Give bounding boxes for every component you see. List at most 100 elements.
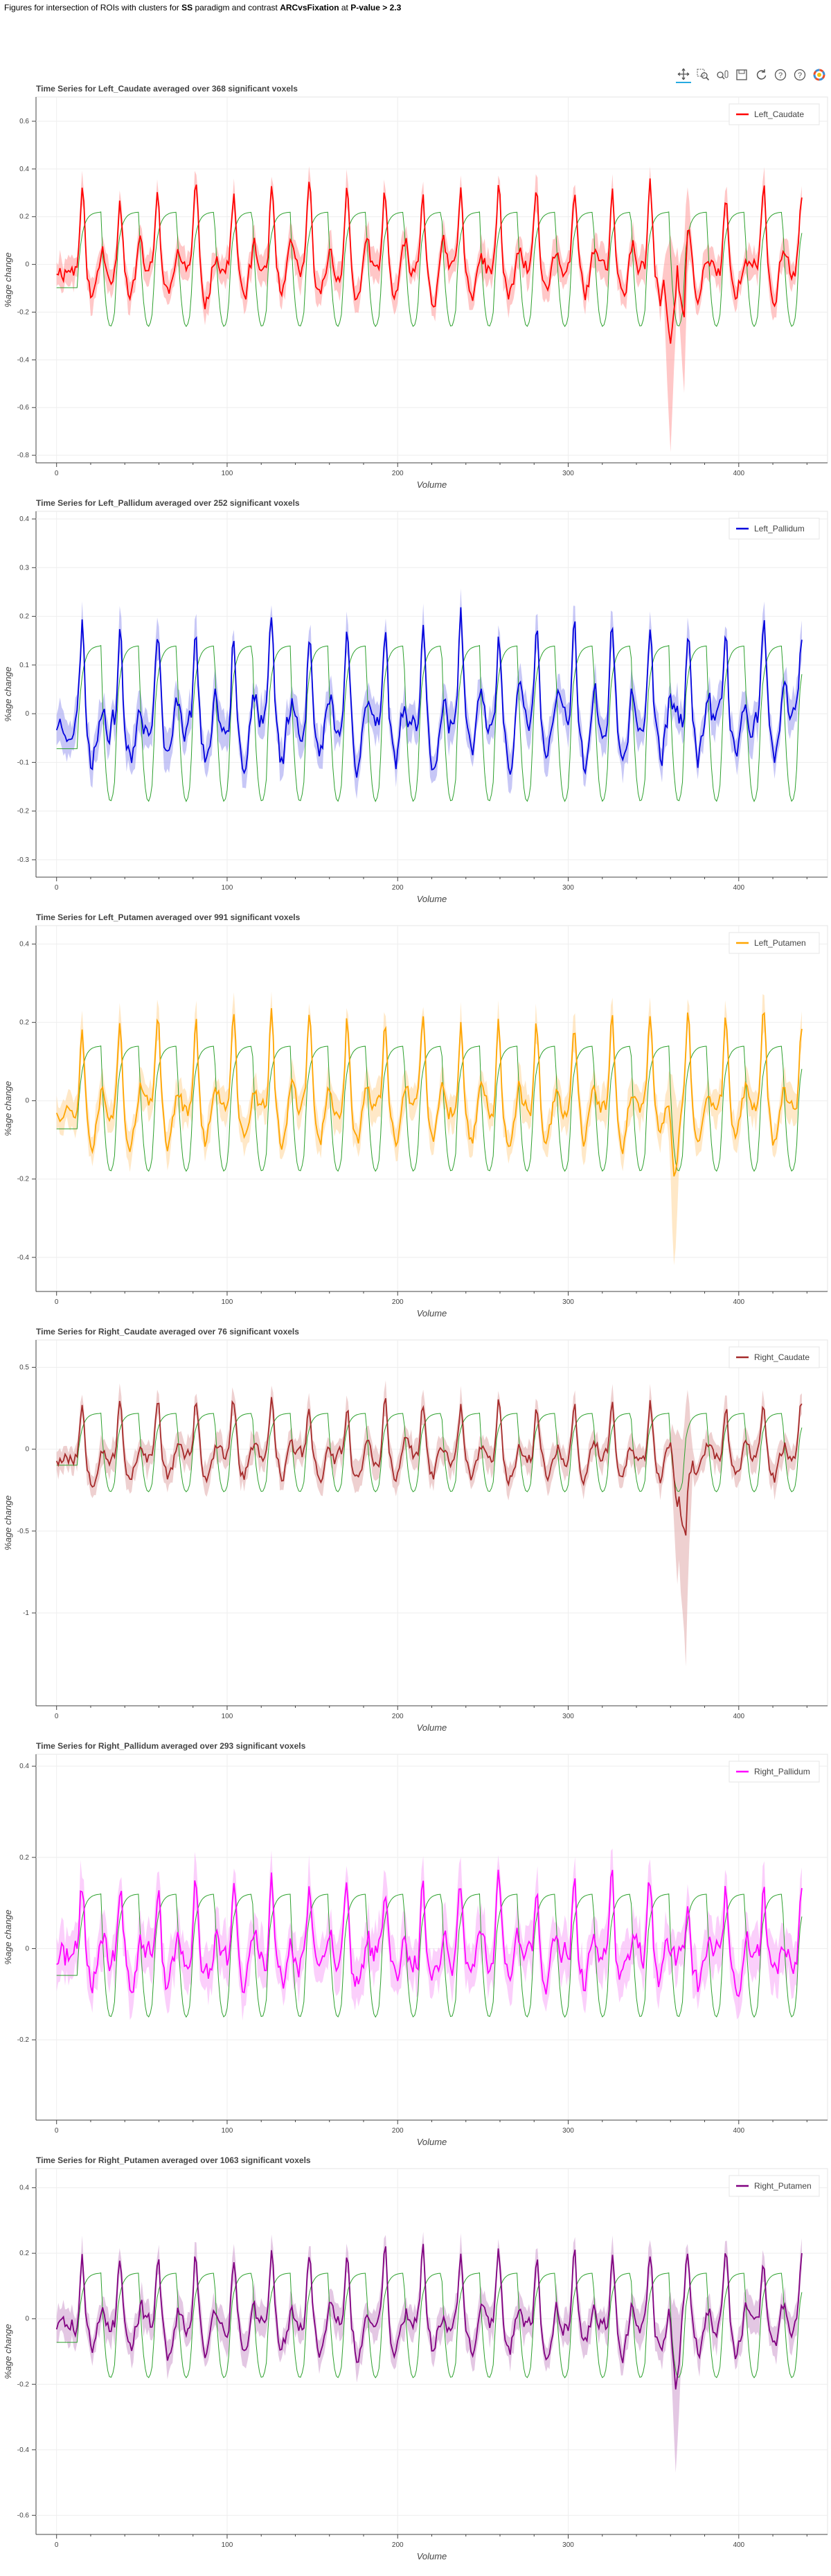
model-series-line xyxy=(56,211,803,328)
y-tick-label: 0.4 xyxy=(19,166,29,173)
x-tick-label: 200 xyxy=(392,1713,404,1720)
hover-help-tool[interactable]: ? xyxy=(792,67,807,82)
y-tick-label: -0.2 xyxy=(17,808,30,815)
help-icon: ? xyxy=(794,69,806,81)
y-tick-label: -0.4 xyxy=(17,356,30,364)
bokeh-logo-icon xyxy=(813,69,825,81)
save-tool[interactable] xyxy=(734,67,749,82)
y-tick-label: 0.4 xyxy=(19,941,29,949)
y-tick-label: 0.4 xyxy=(19,2185,29,2192)
chart-1: Time Series for Left_Caudate averaged ov… xyxy=(3,84,828,490)
y-tick-label: 0.4 xyxy=(19,515,29,523)
legend-label: Left_Pallidum xyxy=(754,524,805,533)
y-tick-label: 0.5 xyxy=(19,1364,29,1371)
page-title-part: P-value > 2.3 xyxy=(350,3,402,12)
chart-6: Time Series for Right_Putamen averaged o… xyxy=(3,2155,828,2561)
legend-label: Right_Caudate xyxy=(754,1352,810,1362)
x-axis-label: Volume xyxy=(417,2137,447,2147)
x-tick-label: 0 xyxy=(55,1298,59,1306)
y-tick-label: -0.4 xyxy=(17,1254,30,1262)
y-tick-label: -0.5 xyxy=(17,1528,30,1535)
x-tick-label: 400 xyxy=(733,2127,744,2135)
x-tick-label: 0 xyxy=(55,2541,59,2549)
legend-label: Right_Putamen xyxy=(754,2181,812,2191)
model-series-line xyxy=(56,1045,803,1172)
x-axis-label: Volume xyxy=(417,1722,447,1733)
y-tick-label: 0.6 xyxy=(19,118,29,125)
x-tick-label: 400 xyxy=(733,884,744,892)
y-tick-label: 0 xyxy=(25,1097,29,1105)
confidence-band xyxy=(56,1849,802,2021)
page-title-part: SS xyxy=(181,3,193,12)
y-axis-label: %age change xyxy=(3,667,13,722)
help-tool[interactable]: ? xyxy=(773,67,788,82)
y-tick-label: -0.6 xyxy=(17,2512,30,2519)
legend: Right_Pallidum xyxy=(729,1761,820,1783)
reset-tool[interactable] xyxy=(753,67,769,82)
legend: Left_Caudate xyxy=(729,103,820,125)
y-tick-label: 0 xyxy=(25,2315,29,2323)
series-line xyxy=(56,1869,803,1997)
y-tick-label: 0 xyxy=(25,1446,29,1454)
series-line xyxy=(56,178,803,344)
y-tick-label: 0.2 xyxy=(19,613,29,621)
model-series-line xyxy=(56,644,803,802)
x-tick-label: 0 xyxy=(55,884,59,892)
wheel-zoom-tool[interactable] xyxy=(715,67,730,82)
page-title-part: ARCvsFixation xyxy=(280,3,339,12)
plot-frame xyxy=(35,511,828,878)
box-zoom-tool[interactable] xyxy=(695,67,711,82)
y-tick-label: -0.2 xyxy=(17,2036,30,2044)
y-tick-label: -0.6 xyxy=(17,404,30,412)
box-zoom-icon xyxy=(697,69,710,81)
legend: Left_Pallidum xyxy=(729,518,820,540)
help-icon: ? xyxy=(774,69,787,81)
chart-5: Time Series for Right_Pallidum averaged … xyxy=(3,1741,828,2147)
confidence-band xyxy=(56,166,802,452)
x-tick-label: 100 xyxy=(222,470,233,477)
page-title: Figures for intersection of ROIs with cl… xyxy=(4,3,401,12)
y-axis-label: %age change xyxy=(3,1081,13,1136)
page-title-part: Figures for intersection of ROIs with cl… xyxy=(4,3,182,12)
x-tick-label: 300 xyxy=(562,2127,574,2135)
legend-label: Right_Pallidum xyxy=(754,1767,810,1776)
wheel-zoom-icon xyxy=(717,70,729,80)
y-tick-label: 0.2 xyxy=(19,213,29,221)
y-axis-label: %age change xyxy=(3,252,13,308)
reset-icon xyxy=(756,69,767,80)
x-tick-label: 100 xyxy=(222,1298,233,1306)
plot-frame xyxy=(35,1339,828,1706)
y-tick-label: 0 xyxy=(25,261,29,269)
y-tick-label: -0.2 xyxy=(17,1176,30,1183)
svg-text:?: ? xyxy=(778,71,783,80)
legend-label: Left_Putamen xyxy=(754,938,806,948)
x-tick-label: 200 xyxy=(392,884,404,892)
chart-toolbar: ?? xyxy=(676,67,827,83)
y-tick-label: -1 xyxy=(23,1609,29,1617)
y-axis-label: %age change xyxy=(3,2324,13,2379)
x-axis-label: Volume xyxy=(417,894,447,904)
chart-title: Time Series for Left_Pallidum averaged o… xyxy=(36,498,300,508)
x-tick-label: 300 xyxy=(562,1713,574,1720)
x-tick-label: 300 xyxy=(562,2541,574,2549)
x-tick-label: 200 xyxy=(392,470,404,477)
y-axis-label: %age change xyxy=(3,1909,13,1965)
chart-3: Time Series for Left_Putamen averaged ov… xyxy=(3,912,828,1318)
bokeh-logo[interactable] xyxy=(812,67,827,82)
chart-title: Time Series for Right_Caudate averaged o… xyxy=(36,1327,299,1336)
confidence-band xyxy=(56,991,802,1266)
y-tick-label: -0.2 xyxy=(17,308,30,316)
chart-title: Time Series for Left_Putamen averaged ov… xyxy=(36,912,301,922)
pan-tool[interactable] xyxy=(676,67,691,83)
x-tick-label: 400 xyxy=(733,1298,744,1306)
y-tick-label: -0.3 xyxy=(17,856,30,864)
chart-2: Time Series for Left_Pallidum averaged o… xyxy=(3,498,828,904)
x-tick-label: 0 xyxy=(55,470,59,477)
x-tick-label: 100 xyxy=(222,2127,233,2135)
chart-title: Time Series for Right_Pallidum averaged … xyxy=(36,1741,306,1751)
y-tick-label: 0 xyxy=(25,710,29,718)
legend: Right_Caudate xyxy=(729,1346,820,1368)
x-tick-label: 200 xyxy=(392,2541,404,2549)
page-title-part: paradigm and contrast xyxy=(193,3,280,12)
series-line xyxy=(55,1397,803,1536)
